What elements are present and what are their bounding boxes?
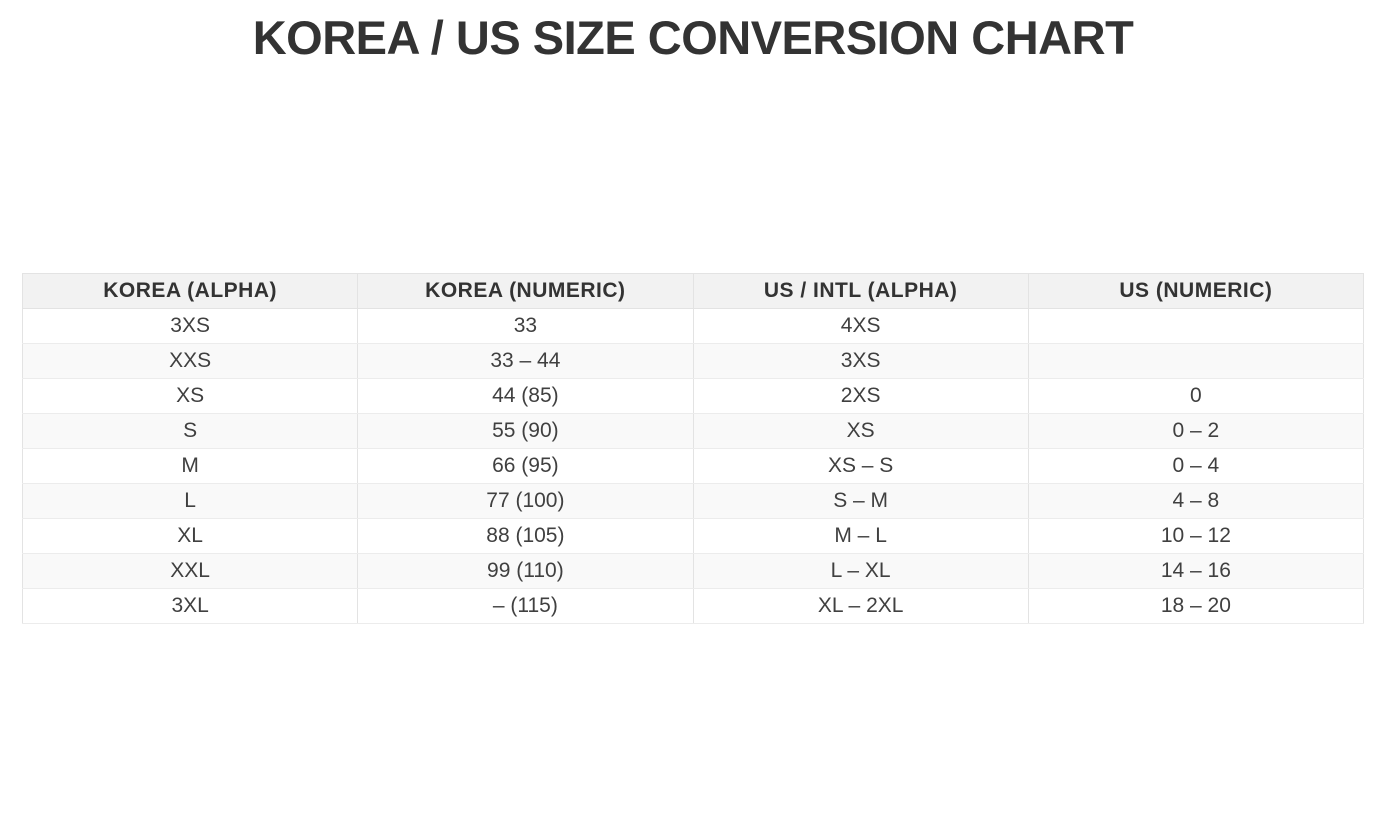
table-header: KOREA (ALPHA) KOREA (NUMERIC) US / INTL … [21,273,1365,309]
column-header-korea-numeric: KOREA (NUMERIC) [357,273,694,309]
table-cell: XL [21,518,359,554]
table-cell: 55 (90) [357,413,694,449]
table-cell: 18 – 20 [1027,588,1365,624]
table-cell: XS [21,378,359,414]
table-cell: 33 – 44 [357,343,694,379]
table-cell: L [21,483,359,519]
column-header-us-numeric: US (NUMERIC) [1027,273,1365,309]
table-cell: 77 (100) [357,483,694,519]
table-cell: XS [692,413,1029,449]
column-header-korea-alpha: KOREA (ALPHA) [21,273,359,309]
table-cell: 0 – 2 [1027,413,1365,449]
table-cell: 4XS [692,308,1029,344]
table-cell: S – M [692,483,1029,519]
table-cell: 88 (105) [357,518,694,554]
table-cell: XXS [21,343,359,379]
column-header-us-intl-alpha: US / INTL (ALPHA) [692,273,1029,309]
table-cell: 66 (95) [357,448,694,484]
table-cell: 4 – 8 [1027,483,1365,519]
table-cell: – (115) [357,588,694,624]
table-cell: L – XL [692,553,1029,589]
table-cell: S [21,413,359,449]
table-cell: XL – 2XL [692,588,1029,624]
table-row: XXS 33 – 44 3XS [21,343,1365,379]
table-cell: 0 [1027,378,1365,414]
table-row: S 55 (90) XS 0 – 2 [21,413,1365,449]
table-cell: 33 [357,308,694,344]
table-cell [1027,308,1365,344]
table-cell: 0 – 4 [1027,448,1365,484]
table-cell: 3XS [692,343,1029,379]
table-cell: 44 (85) [357,378,694,414]
table-row: XXL 99 (110) L – XL 14 – 16 [21,553,1365,589]
table-row: XS 44 (85) 2XS 0 [21,378,1365,414]
table-cell: 3XS [21,308,359,344]
page-title: KOREA / US SIZE CONVERSION CHART [252,11,1134,64]
table-body: 3XS 33 4XS XXS 33 – 44 3XS XS 44 (85) 2XS 0 S 55 (9… [21,308,1365,624]
size-conversion-table: KOREA (ALPHA) KOREA (NUMERIC) US / INTL … [21,273,1365,624]
table-row: 3XL – (115) XL – 2XL 18 – 20 [21,588,1365,624]
table-cell: 3XL [21,588,359,624]
table-cell: 10 – 12 [1027,518,1365,554]
table-header-row: KOREA (ALPHA) KOREA (NUMERIC) US / INTL … [21,273,1365,309]
table-cell [1027,343,1365,379]
table-cell: XS – S [692,448,1029,484]
table-cell: 99 (110) [357,553,694,589]
table-cell: 2XS [692,378,1029,414]
table-cell: 14 – 16 [1027,553,1365,589]
table-row: XL 88 (105) M – L 10 – 12 [21,518,1365,554]
table-row: 3XS 33 4XS [21,308,1365,344]
table-cell: M [21,448,359,484]
table-cell: XXL [21,553,359,589]
table-cell: M – L [692,518,1029,554]
